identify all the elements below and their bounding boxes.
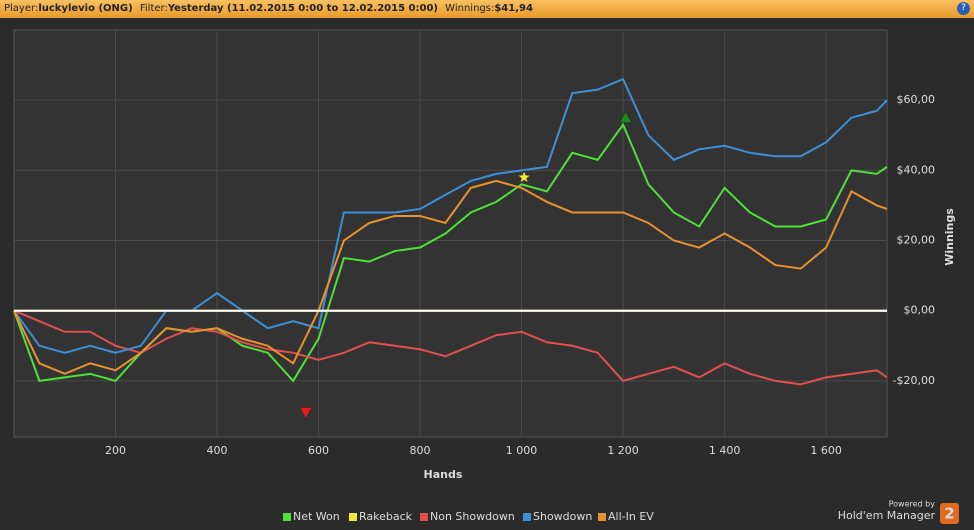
winnings: $41,94 <box>494 3 533 14</box>
x-tick-label: 1 200 <box>607 444 639 457</box>
x-tick-label: 400 <box>207 444 228 457</box>
player: luckylevio (ONG) <box>38 3 133 14</box>
marker <box>299 407 313 419</box>
player-label: Player: <box>4 3 39 14</box>
legend-swatch <box>523 513 531 521</box>
logo <box>940 503 959 524</box>
filter-label: Filter: <box>139 3 168 14</box>
legend-label: Showdown <box>533 510 592 523</box>
filter: Yesterday (11.02.2015 0:00 to 12.02.2015… <box>167 3 438 14</box>
legend-label: All-In EV <box>608 510 654 523</box>
x-tick-label: 600 <box>308 444 329 457</box>
x-tick-label: 1 400 <box>709 444 741 457</box>
legend-swatch <box>349 513 357 521</box>
chart: Hands Winnings Powered by Hold'em Manage… <box>13 29 959 524</box>
series-line <box>13 309 888 386</box>
legend-swatch <box>598 513 606 521</box>
y-tick-label: $40,00 <box>897 163 936 176</box>
y-tick-label: -$20,00 <box>893 374 935 387</box>
marker <box>619 111 633 123</box>
marker <box>517 170 531 184</box>
y-axis-title: Winnings <box>943 208 956 266</box>
y-tick-label: $20,00 <box>897 234 936 247</box>
x-tick-label: 200 <box>105 444 126 457</box>
logo-text: 2 <box>944 505 954 523</box>
series-line <box>13 77 888 354</box>
series-line <box>13 179 888 375</box>
powered-by: Powered by <box>889 500 936 509</box>
legend-swatch <box>283 513 291 521</box>
x-tick-label: 800 <box>410 444 431 457</box>
y-tick-label: $60,00 <box>897 93 936 106</box>
winnings-label: Winnings: <box>445 3 495 14</box>
x-tick-label: 1 000 <box>506 444 538 457</box>
x-axis-title: Hands <box>424 468 463 481</box>
x-tick-label: 1 600 <box>810 444 842 457</box>
header-bar: Player:luckylevio (ONG) Filter:Yesterday… <box>0 0 974 18</box>
plot-area <box>13 29 888 438</box>
legend-swatch <box>420 513 428 521</box>
legend-label: Net Won <box>293 510 340 523</box>
help-button[interactable]: ? <box>957 2 970 15</box>
legend-label: Rakeback <box>359 510 413 523</box>
y-tick-label: $0,00 <box>904 304 936 317</box>
legend-label: Non Showdown <box>430 510 515 523</box>
product-name: Hold'em Manager <box>838 509 936 522</box>
